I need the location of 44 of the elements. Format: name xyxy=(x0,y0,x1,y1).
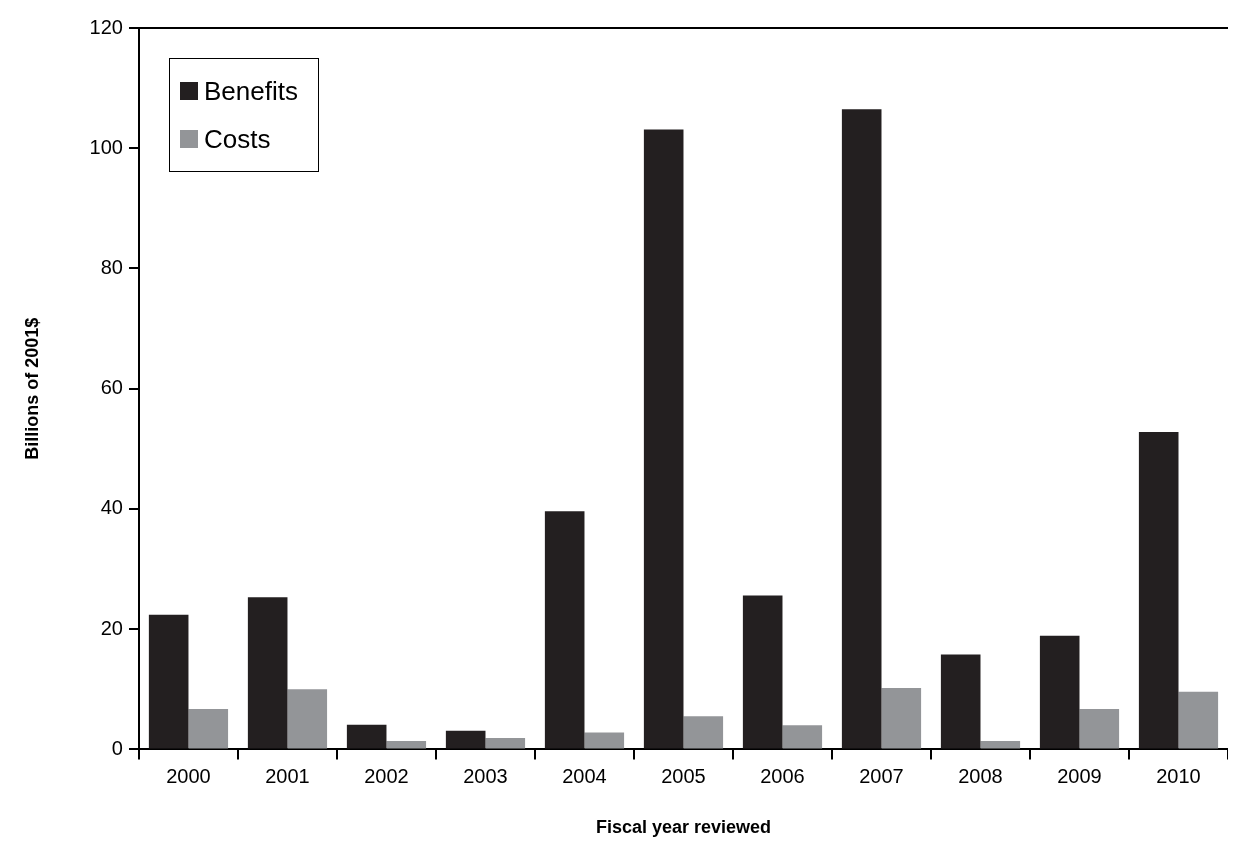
bar xyxy=(940,654,981,749)
x-tick-label: 2006 xyxy=(760,764,805,787)
legend-label: Costs xyxy=(203,123,271,156)
bar xyxy=(1138,431,1179,749)
y-tick-label: 120 xyxy=(89,15,123,38)
bar xyxy=(544,511,585,749)
bar xyxy=(346,724,387,749)
bar xyxy=(445,730,486,749)
x-tick-label: 2002 xyxy=(364,764,409,787)
y-tick-label: 60 xyxy=(100,376,123,399)
bar xyxy=(247,597,288,749)
bar xyxy=(841,109,882,749)
y-tick-label: 40 xyxy=(100,496,123,519)
y-tick-label: 20 xyxy=(100,616,123,639)
x-tick-label: 2005 xyxy=(661,764,706,787)
x-tick-label: 2004 xyxy=(562,764,607,787)
bar xyxy=(1178,691,1219,749)
bar xyxy=(188,709,229,749)
x-tick-label: 2008 xyxy=(958,764,1003,787)
x-axis-title: Fiscal year reviewed xyxy=(595,817,772,838)
x-tick-label: 2010 xyxy=(1156,764,1201,787)
bar xyxy=(287,689,328,749)
x-tick-label: 2001 xyxy=(265,764,310,787)
legend-label: Benefits xyxy=(203,75,298,108)
bar xyxy=(643,129,684,749)
bar xyxy=(782,725,823,749)
x-tick-label: 2009 xyxy=(1057,764,1102,787)
bar xyxy=(148,614,189,749)
y-tick-label: 80 xyxy=(100,255,123,278)
x-tick-label: 2007 xyxy=(859,764,904,787)
bar xyxy=(584,732,625,749)
x-tick-label: 2000 xyxy=(166,764,211,787)
bar xyxy=(485,737,526,749)
bar xyxy=(742,595,783,749)
y-tick-label: 0 xyxy=(111,736,123,759)
bar xyxy=(1039,635,1080,749)
bar xyxy=(386,740,427,749)
y-tick-label: 100 xyxy=(89,135,123,158)
y-axis-title: Billions of 2001$ xyxy=(21,317,42,460)
x-tick-label: 2003 xyxy=(463,764,508,787)
bar xyxy=(683,716,724,749)
bar xyxy=(980,740,1021,749)
bar xyxy=(881,688,922,749)
bar xyxy=(1079,709,1120,749)
